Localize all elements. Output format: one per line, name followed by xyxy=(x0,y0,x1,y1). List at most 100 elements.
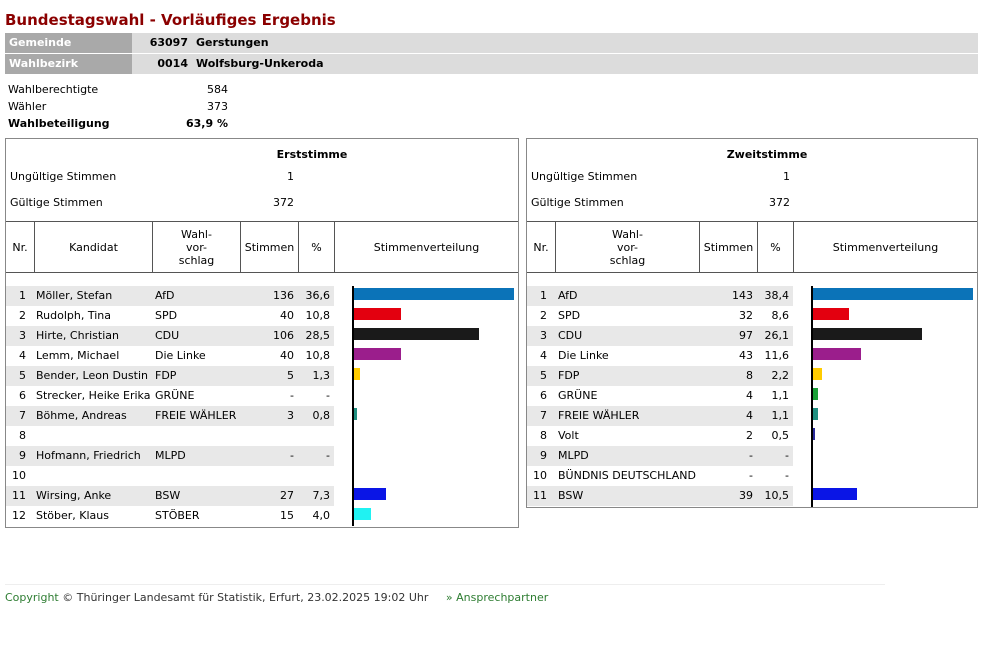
table-row: 9 Hofmann, Friedrich MLPD - - xyxy=(6,446,334,466)
table-row: 10 BÜNDNIS DEUTSCHLAND - - xyxy=(527,466,793,486)
row-stimmen: 143 xyxy=(732,289,753,302)
table-row: 8 Volt 2 0,5 xyxy=(527,426,793,446)
bar-die-linke xyxy=(813,348,861,360)
bar-volt xyxy=(813,428,815,440)
bar-freie-w-hler xyxy=(813,408,818,420)
row-kandidat: Stöber, Klaus xyxy=(36,509,110,522)
col-stimmen: Stimmen xyxy=(240,222,298,272)
row-wahlvorschlag: CDU xyxy=(558,329,583,342)
table-row: 7 Böhme, Andreas FREIE WÄHLER 3 0,8 xyxy=(6,406,334,426)
row-nr: 10 xyxy=(533,469,547,482)
col-kandidat: Kandidat xyxy=(34,222,152,272)
table-row: 2 Rudolph, Tina SPD 40 10,8 xyxy=(6,306,334,326)
row-kandidat: Möller, Stefan xyxy=(36,289,113,302)
table-row: 9 MLPD - - xyxy=(527,446,793,466)
col-nr: Nr. xyxy=(12,240,28,254)
row-stimmen xyxy=(242,466,294,486)
row-nr: 6 xyxy=(19,389,26,402)
col-stimmen: Stimmen xyxy=(699,222,757,272)
row-prozent: 38,4 xyxy=(764,289,790,302)
bar-cdu xyxy=(813,328,922,340)
row-prozent: 28,5 xyxy=(305,329,331,342)
table-row: 11 Wirsing, Anke BSW 27 7,3 xyxy=(6,486,334,506)
row-kandidat: Bender, Leon Dustin xyxy=(36,369,148,382)
row-wahlvorschlag: SPD xyxy=(558,309,581,322)
row-nr: 11 xyxy=(12,489,26,502)
row-stimmen: 4 xyxy=(746,409,753,422)
row-prozent: 8,6 xyxy=(771,309,790,322)
row-stimmen: 5 xyxy=(287,369,294,382)
table-row: 3 CDU 97 26,1 xyxy=(527,326,793,346)
table-row: 3 Hirte, Christian CDU 106 28,5 xyxy=(6,326,334,346)
erst-gueltig-value: 372 xyxy=(273,196,294,209)
row-wahlvorschlag: CDU xyxy=(155,329,180,342)
table-row: 1 AfD 143 38,4 xyxy=(527,286,793,306)
wahlbeteiligung-label: Wahlbeteiligung xyxy=(8,117,110,130)
copyright-text: © Thüringer Landesamt für Statistik, Erf… xyxy=(62,591,429,604)
row-wahlvorschlag: Die Linke xyxy=(155,349,206,362)
bar-spd xyxy=(354,308,401,320)
ansprechpartner-link[interactable]: » Ansprechpartner xyxy=(445,591,549,604)
wahlbezirk-number: 0014 xyxy=(157,57,188,70)
row-nr: 4 xyxy=(540,349,547,362)
waehler-value: 373 xyxy=(207,100,228,113)
row-nr: 1 xyxy=(19,289,26,302)
table-row: 5 FDP 8 2,2 xyxy=(527,366,793,386)
bar-st-ber xyxy=(354,508,371,520)
gemeinde-number: 63097 xyxy=(149,36,188,49)
erststimme-panel: Erststimme Ungültige Stimmen 1 Gültige S… xyxy=(5,138,519,528)
row-wahlvorschlag: Volt xyxy=(558,429,579,442)
row-wahlvorschlag: STÖBER xyxy=(155,509,200,522)
row-stimmen xyxy=(242,426,294,446)
zweit-chart-axis xyxy=(811,286,813,507)
table-row: 5 Bender, Leon Dustin FDP 5 1,3 xyxy=(6,366,334,386)
bar-afd xyxy=(354,288,514,300)
row-stimmen: 39 xyxy=(739,489,753,502)
bar-cdu xyxy=(354,328,479,340)
row-wahlvorschlag: FREIE WÄHLER xyxy=(155,409,237,422)
row-wahlvorschlag xyxy=(155,466,245,486)
col-nr: Nr. xyxy=(533,240,549,254)
zweitstimme-title: Zweitstimme xyxy=(726,148,808,161)
wahlberechtigte-value: 584 xyxy=(207,83,228,96)
row-prozent: 26,1 xyxy=(764,329,790,342)
erststimme-title: Erststimme xyxy=(276,148,348,161)
table-row: 7 FREIE WÄHLER 4 1,1 xyxy=(527,406,793,426)
col-stimmenverteilung: Stimmenverteilung xyxy=(793,222,977,272)
row-prozent: 10,5 xyxy=(764,489,790,502)
row-kandidat: Hirte, Christian xyxy=(36,329,119,342)
erst-gueltig-label: Gültige Stimmen xyxy=(10,196,103,209)
wahlbezirk-name: Wolfsburg-Unkeroda xyxy=(196,57,324,70)
row-kandidat: Lemm, Michael xyxy=(36,349,120,362)
wahlbeteiligung-value: 63,9 % xyxy=(186,117,228,130)
row-stimmen: 43 xyxy=(739,349,753,362)
row-wahlvorschlag: FDP xyxy=(558,369,580,382)
row-prozent: 7,3 xyxy=(312,489,331,502)
row-kandidat: Wirsing, Anke xyxy=(36,489,112,502)
row-kandidat: Strecker, Heike Erika xyxy=(36,389,151,402)
row-nr: 2 xyxy=(19,309,26,322)
row-kandidat: Hofmann, Friedrich xyxy=(36,449,141,462)
row-nr: 5 xyxy=(19,369,26,382)
copyright-link[interactable]: Copyright xyxy=(5,591,59,604)
row-kandidat xyxy=(36,426,154,446)
row-prozent: 0,8 xyxy=(312,409,331,422)
row-stimmen: 106 xyxy=(273,329,294,342)
bar-spd xyxy=(813,308,849,320)
row-stimmen: 2 xyxy=(746,429,753,442)
row-wahlvorschlag: FDP xyxy=(155,369,177,382)
row-nr: 4 xyxy=(19,349,26,362)
zweit-gueltig-value: 372 xyxy=(769,196,790,209)
row-kandidat: Rudolph, Tina xyxy=(36,309,111,322)
erst-ungueltig-label: Ungültige Stimmen xyxy=(10,170,117,183)
row-prozent xyxy=(296,426,330,446)
row-wahlvorschlag: AfD xyxy=(155,289,175,302)
table-row: 1 Möller, Stefan AfD 136 36,6 xyxy=(6,286,334,306)
zweit-table-header: Nr. Wahl- vor- schlag Stimmen % Stimmenv… xyxy=(527,221,977,273)
zweit-gueltig-label: Gültige Stimmen xyxy=(531,196,624,209)
row-stimmen: 8 xyxy=(746,369,753,382)
zweitstimme-panel: Zweitstimme Ungültige Stimmen 1 Gültige … xyxy=(526,138,978,508)
bar-fdp xyxy=(813,368,822,380)
row-prozent: 36,6 xyxy=(305,289,331,302)
wahlbezirk-label: Wahlbezirk xyxy=(5,54,132,74)
